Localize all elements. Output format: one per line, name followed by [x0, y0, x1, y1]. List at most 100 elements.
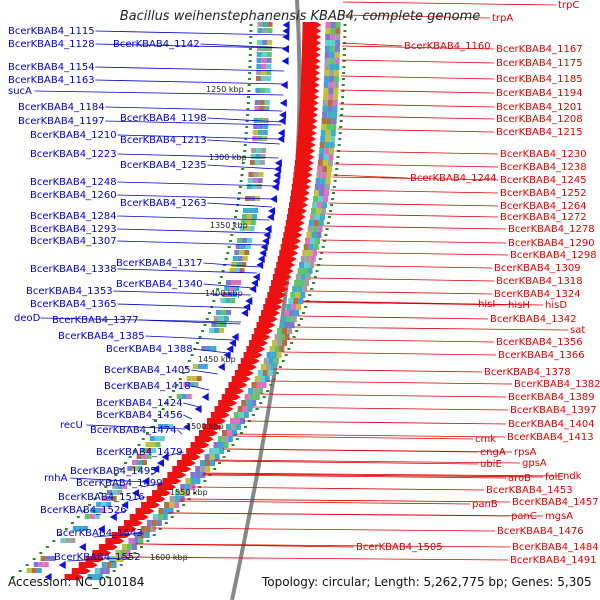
gc-marker: [329, 210, 333, 212]
gc-marker: [312, 282, 316, 284]
gene-label: gpsA: [522, 458, 547, 469]
cog-block: [335, 28, 341, 34]
cog-block: [328, 82, 334, 88]
gc-marker: [304, 306, 308, 308]
gene-label: rpsA: [514, 447, 537, 458]
reverse-gene-arrow: [251, 279, 259, 287]
reverse-gene-arrow: [121, 501, 129, 509]
map-title: Bacillus weihenstephanensis KBAB4, compl…: [119, 9, 481, 24]
gc-marker: [105, 576, 109, 578]
cog-block: [43, 562, 49, 567]
cog-block: [318, 154, 324, 160]
cog-block: [267, 28, 273, 33]
forward-gene-arrow: [267, 292, 287, 298]
gene-label: BcerKBAB4_1378: [484, 367, 571, 378]
cog-block: [303, 244, 309, 250]
label-connector: [332, 174, 409, 179]
gc-marker: [227, 450, 231, 452]
cog-block: [317, 226, 323, 232]
cog-block: [151, 520, 157, 526]
cog-block: [302, 286, 308, 292]
cog-block: [271, 352, 277, 358]
cog-block: [227, 436, 233, 442]
gene-label: BcerKBAB4_1154: [8, 62, 95, 73]
cog-block: [257, 28, 263, 33]
gc-marker: [295, 330, 299, 332]
cog-block: [323, 196, 329, 202]
cog-block: [324, 184, 330, 190]
label-connector: [297, 315, 489, 320]
gc-marker: [278, 366, 282, 368]
cog-block: [247, 238, 253, 243]
cog-block: [266, 58, 272, 63]
gc-marker: [240, 174, 244, 176]
gc-marker: [327, 216, 331, 218]
label-connector: [337, 128, 495, 133]
reverse-gene-arrow: [194, 405, 202, 413]
label-connector: [202, 474, 507, 479]
cog-block: [304, 262, 310, 268]
gc-marker: [340, 102, 344, 104]
cog-block: [317, 166, 323, 172]
cog-block: [131, 460, 137, 465]
cog-block: [204, 460, 210, 466]
forward-gene-arrow: [246, 346, 266, 352]
cog-block: [174, 502, 180, 508]
label-connector: [117, 268, 258, 274]
gc-marker: [170, 516, 174, 518]
cog-block: [320, 136, 326, 142]
gc-marker: [297, 324, 301, 326]
cog-block: [323, 88, 329, 94]
cog-block: [216, 322, 222, 327]
cog-block: [262, 28, 268, 33]
cog-block: [286, 304, 292, 310]
gc-marker: [326, 222, 330, 224]
gc-marker: [146, 540, 150, 542]
cog-block: [158, 508, 164, 514]
cog-block: [195, 466, 201, 472]
cog-block: [312, 250, 318, 256]
cog-block: [325, 34, 331, 40]
reverse-gene-arrow: [266, 213, 274, 221]
gene-label: BcerKBAB4_1484: [512, 542, 599, 553]
gc-marker: [139, 546, 143, 548]
cog-block: [219, 448, 225, 454]
cog-block: [329, 70, 335, 76]
cog-block: [290, 292, 296, 298]
cog-block: [321, 172, 327, 178]
forward-gene-arrow: [218, 400, 238, 406]
label-connector: [326, 213, 499, 218]
cog-block: [244, 394, 250, 400]
forward-gene-arrow: [300, 88, 320, 94]
cog-block: [265, 88, 271, 93]
gc-marker: [119, 564, 123, 566]
forward-gene-arrow: [240, 358, 260, 364]
label-connector: [192, 486, 485, 491]
cog-block: [176, 394, 182, 399]
forward-gene-arrow: [228, 382, 248, 388]
cog-block: [239, 268, 245, 273]
cog-block: [209, 328, 215, 333]
gene-label: BcerKBAB4_1516: [58, 492, 145, 503]
gc-marker: [245, 126, 249, 128]
cog-block: [289, 310, 295, 316]
cog-block: [316, 208, 322, 214]
cog-block: [218, 442, 224, 448]
cog-block: [317, 202, 323, 208]
label-connector: [320, 239, 507, 244]
cog-block: [211, 322, 217, 327]
gc-marker: [196, 342, 200, 344]
cog-block: [261, 70, 267, 75]
reverse-gene-arrow: [278, 117, 286, 125]
reverse-gene-arrow: [152, 465, 160, 473]
gene-label: BcerKBAB4_1298: [510, 250, 597, 261]
gene-label: BcerKBAB4_1342: [490, 314, 577, 325]
cog-block: [334, 52, 340, 58]
scale-label: 1500 kbp: [186, 422, 224, 431]
cog-block: [307, 250, 313, 256]
cog-block: [256, 46, 262, 51]
gene-label: engA: [480, 447, 506, 458]
forward-gene-arrow: [181, 454, 201, 460]
gc-marker: [229, 240, 233, 242]
cog-block: [134, 532, 140, 538]
